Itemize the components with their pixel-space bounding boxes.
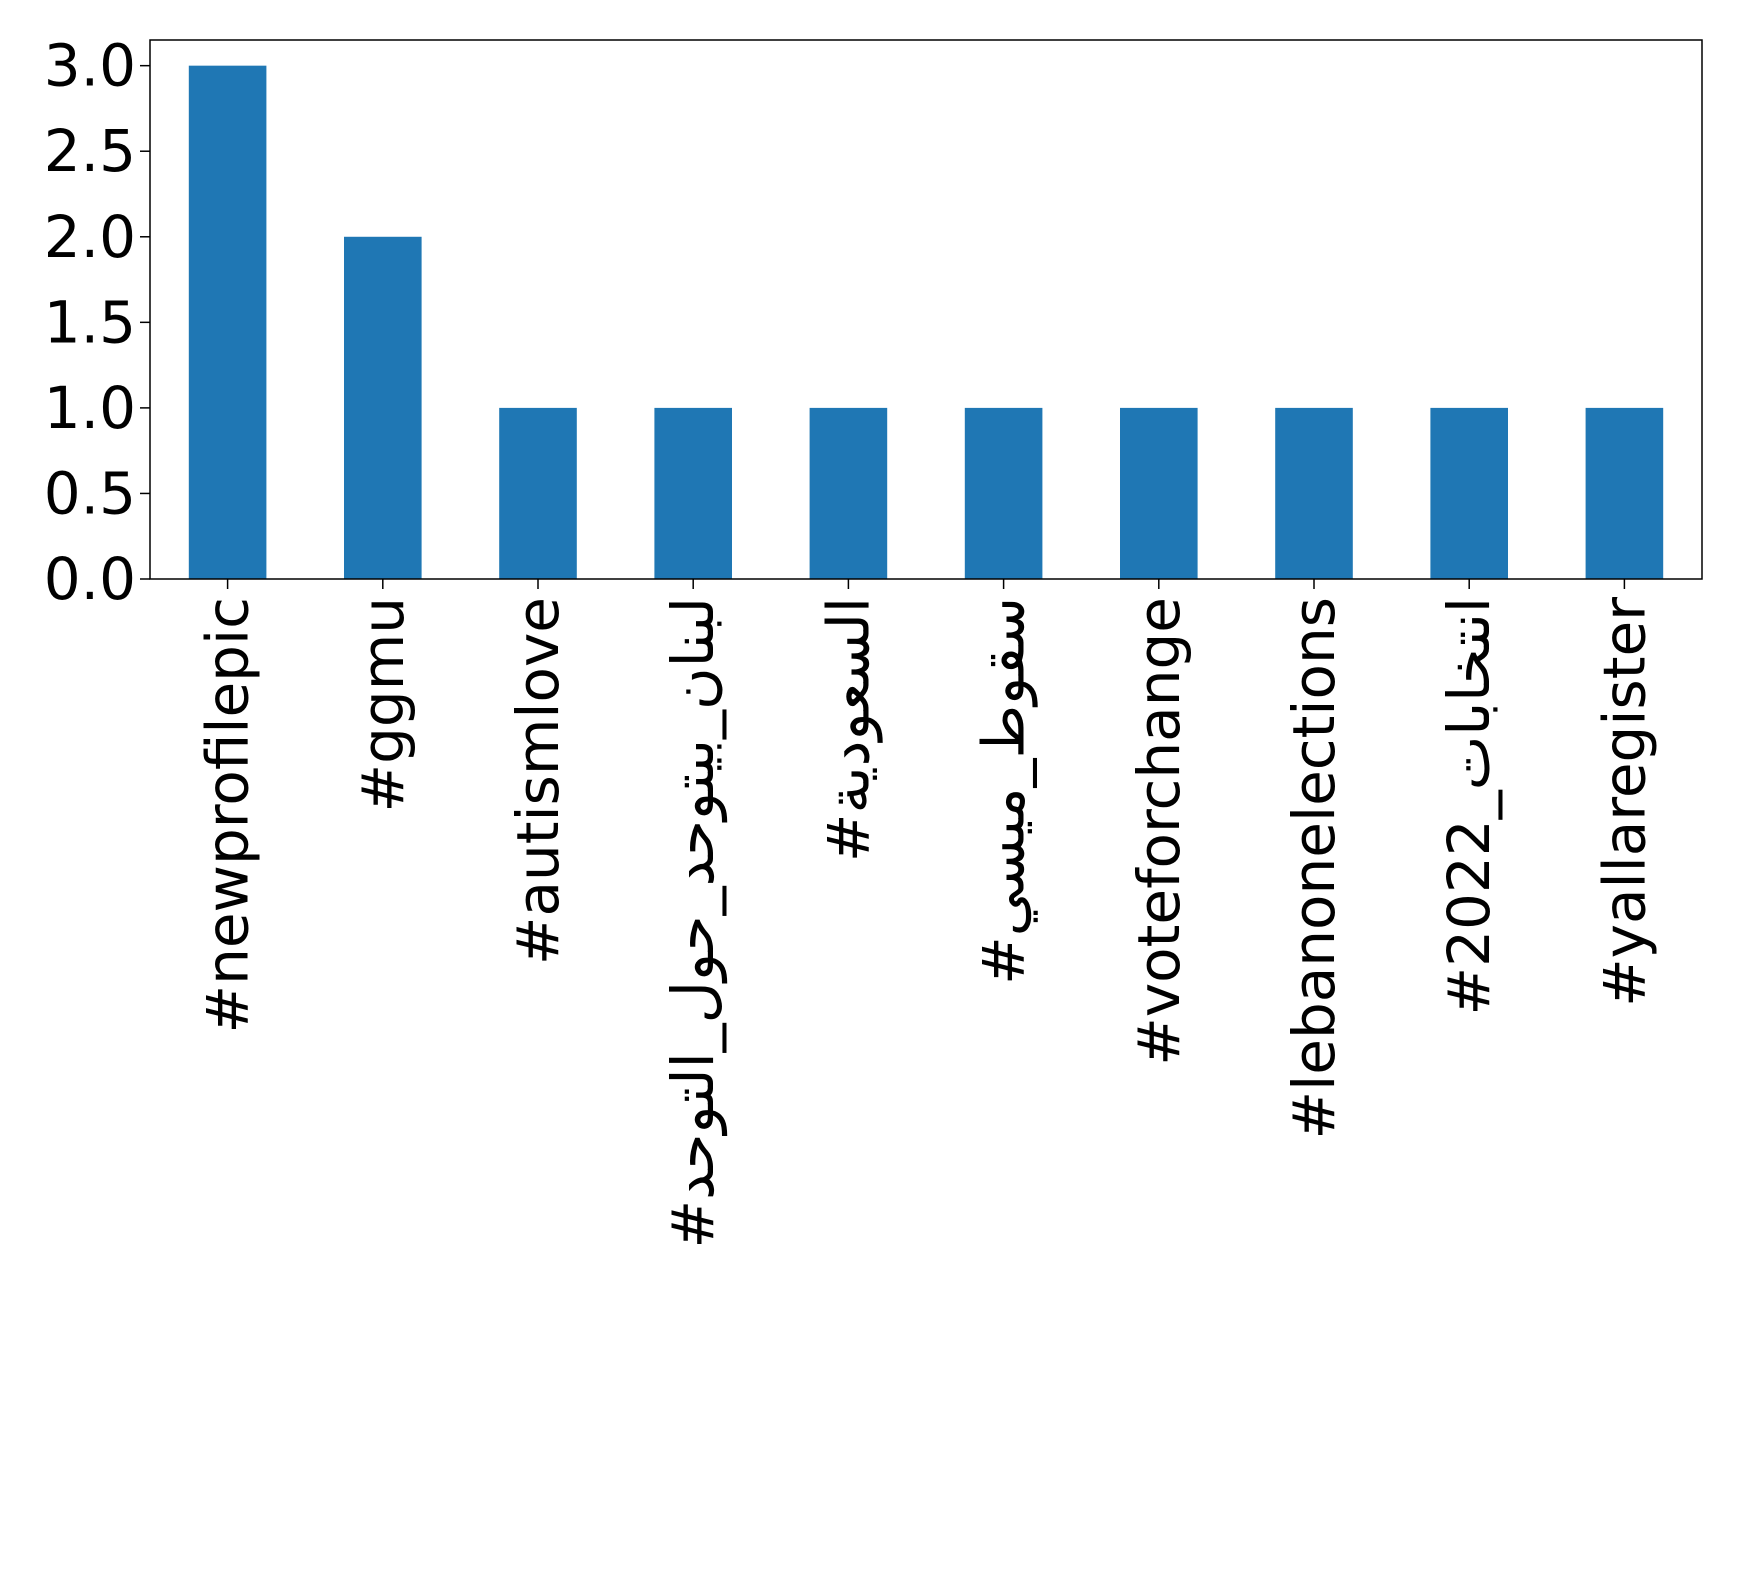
y-tick-label: 2.0 [44, 203, 136, 271]
x-tick-label: #yallaregister [1590, 597, 1658, 1007]
bar [1430, 407, 1508, 579]
y-tick-label: 3.0 [44, 32, 136, 100]
x-tick-label: #newprofilepic [194, 597, 262, 1034]
x-tick-label: #السعودية [814, 597, 883, 862]
bar [654, 407, 732, 579]
y-axis: 0.0 0.5 1.0 1.5 2.0 2.5 3.0 [44, 32, 150, 613]
bar [344, 236, 422, 579]
bar [1120, 407, 1198, 579]
bar [1275, 407, 1353, 579]
bar [809, 407, 888, 579]
x-axis: #newprofilepic #ggmu #autismlove #لبنان_بيت… [194, 579, 1658, 1248]
y-tick-label: 1.5 [44, 288, 136, 356]
x-tick-label: #سقوط_ميسي [970, 597, 1039, 985]
bars-group [188, 65, 1664, 580]
x-tick-label: #ggmu [349, 597, 417, 813]
plot-frame [149, 39, 1703, 580]
x-tick-label: #انتخابات_2022 [1435, 597, 1503, 1016]
y-tick-label: 0.0 [44, 545, 136, 613]
x-tick-label: #لبنان_بيتوحد_حول_التوحد [659, 597, 728, 1248]
y-tick-label: 2.5 [44, 117, 136, 185]
x-tick-label: #voteforchange [1125, 597, 1193, 1066]
x-tick-label: #autismlove [504, 597, 572, 965]
bar [964, 407, 1043, 579]
y-tick-label: 1.0 [44, 374, 136, 442]
bar [188, 65, 267, 580]
y-tick-label: 0.5 [44, 459, 136, 527]
bar [1585, 407, 1664, 579]
x-tick-label: #lebanonelections [1280, 597, 1348, 1139]
bar [499, 407, 577, 579]
